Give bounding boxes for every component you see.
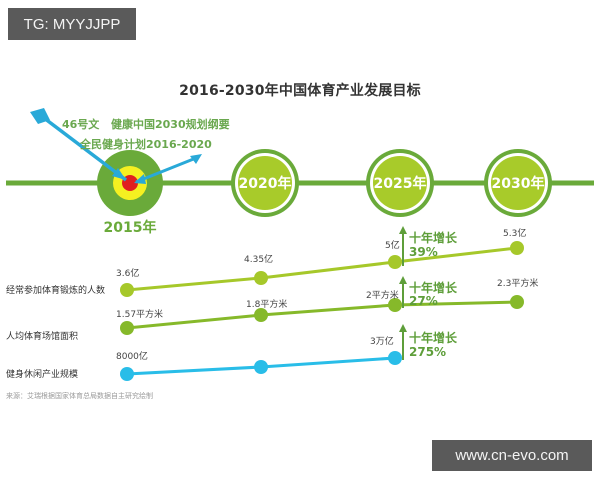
policy-label-fitness-plan: 全民健身计划2016-2020: [79, 137, 212, 151]
row-label: 健身休闲产业规模: [6, 368, 78, 380]
data-label: 3.6亿: [116, 267, 139, 279]
growth-pct: 27%: [409, 294, 438, 308]
data-label: 2.3平方米: [497, 277, 538, 289]
growth-title: 十年增长: [409, 330, 458, 345]
growth-pct: 275%: [409, 345, 446, 359]
arrow-icon: [30, 108, 128, 182]
policy-label-doc46: 46号文: [62, 117, 100, 131]
milestone-label: 2030年: [492, 175, 545, 192]
chart-title: 2016-2030年中国体育产业发展目标: [179, 83, 421, 99]
target-2015: [97, 150, 163, 216]
series-row-1: [120, 241, 524, 297]
milestone-label: 2020年: [239, 175, 292, 192]
row-label: 经常参加体育锻炼的人数: [6, 284, 105, 296]
growth-title: 十年增长: [409, 230, 458, 245]
row-label: 人均体育场馆面积: [6, 330, 78, 342]
milestone-2020: 2020年: [231, 149, 299, 217]
data-label: 5亿: [385, 239, 400, 251]
growth-arrow-icon: [399, 226, 407, 266]
growth-pct: 39%: [409, 245, 438, 259]
series-row-2: [120, 295, 524, 335]
arrow-icon: [134, 154, 202, 184]
milestone-2025: 2025年: [366, 149, 434, 217]
watermark-bottom: www.cn-evo.com: [432, 440, 592, 471]
data-label: 5.3亿: [503, 227, 526, 239]
source-note: 来源：艾瑞根据国家体育总局数据自主研究绘制: [6, 391, 153, 400]
data-label: 8000亿: [116, 350, 148, 362]
growth-title: 十年增长: [409, 280, 458, 295]
milestone-2030: 2030年: [484, 149, 552, 217]
policy-label-healthy-china: 健康中国2030规划纲要: [111, 117, 230, 131]
data-label: 1.8平方米: [246, 298, 287, 310]
timeline-start-label: 2015年: [104, 219, 157, 236]
data-label: 2平方米: [366, 289, 399, 301]
milestone-label: 2025年: [374, 175, 427, 192]
data-label: 3万亿: [370, 335, 394, 347]
watermark-top: TG: MYYJJPP: [8, 8, 136, 40]
series-row-3: [120, 351, 402, 381]
data-label: 4.35亿: [244, 253, 273, 265]
data-label: 1.57平方米: [116, 308, 163, 320]
growth-arrow-icon: [399, 324, 407, 360]
growth-arrow-icon: [399, 276, 407, 308]
